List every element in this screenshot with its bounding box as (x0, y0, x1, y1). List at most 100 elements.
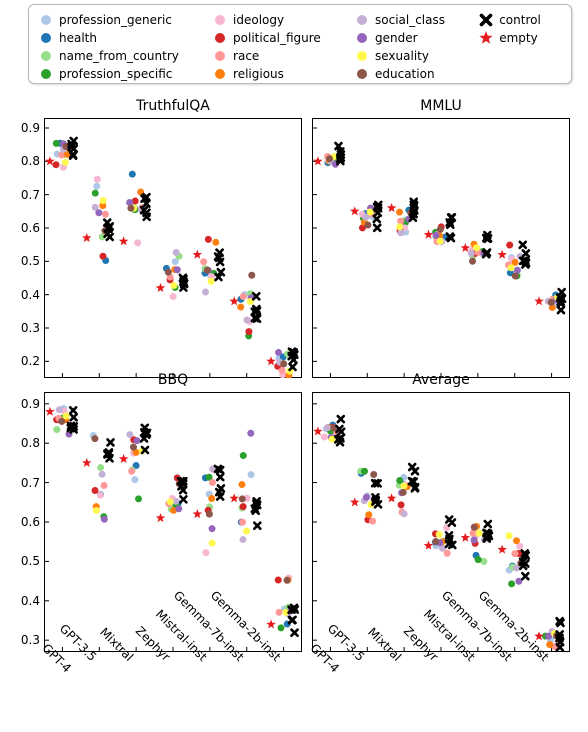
legend-swatch (353, 67, 371, 81)
point-gender (247, 430, 254, 437)
point-race (209, 479, 216, 486)
point-education (400, 489, 407, 496)
point-race (240, 293, 247, 300)
point-control (107, 439, 113, 445)
point-profession_specific (361, 468, 368, 475)
ytick-label: 0.8 (21, 436, 40, 450)
legend-swatch (211, 67, 229, 81)
point-race (470, 530, 477, 537)
point-empty (266, 356, 276, 365)
legend-item-religious: religious (211, 65, 343, 83)
legend-item-name-from-country: name_from_country (37, 47, 201, 65)
point-social_class (468, 250, 475, 257)
point-empty (461, 533, 471, 542)
legend-label: sexuality (375, 49, 429, 63)
point-empty (387, 203, 397, 212)
point-religious (238, 481, 245, 488)
ytick-label: 0.3 (21, 633, 40, 647)
point-sexuality (208, 278, 215, 285)
point-education (284, 577, 291, 584)
point-control (253, 293, 259, 299)
point-education (370, 471, 377, 478)
legend-item-education: education (353, 65, 467, 83)
point-religious (237, 304, 244, 311)
point-education (91, 435, 98, 442)
point-gender (275, 349, 282, 356)
point-empty (119, 454, 129, 463)
point-sexuality (209, 540, 216, 547)
point-sexuality (243, 528, 250, 535)
point-control (520, 242, 526, 248)
legend-label: race (233, 49, 259, 63)
point-gender (175, 505, 182, 512)
point-profession_generic (131, 476, 138, 483)
legend-swatch (211, 31, 229, 45)
legend-swatch (353, 13, 371, 27)
point-sexuality (62, 159, 69, 166)
legend-item-social-class: social_class (353, 11, 467, 29)
point-empty (82, 233, 92, 242)
panel-title: TruthfulQA (44, 98, 302, 114)
point-sexuality (437, 238, 444, 245)
point-religious (208, 495, 215, 502)
point-control (71, 414, 77, 420)
point-gender (363, 494, 370, 501)
point-control (292, 630, 298, 636)
ytick-label: 0.4 (21, 288, 40, 302)
legend-label: health (59, 31, 97, 45)
point-political_figure (506, 242, 513, 249)
legend-item-sexuality: sexuality (353, 47, 467, 65)
legend-label: gender (375, 31, 418, 45)
point-empty (156, 513, 166, 522)
point-profession_specific (277, 624, 284, 631)
legend-item-empty: empty (477, 29, 563, 47)
legend-label: control (499, 13, 541, 27)
point-empty (266, 619, 276, 628)
ytick-label: 0.5 (21, 254, 40, 268)
legend-item-control: control (477, 11, 563, 29)
point-profession_specific (92, 190, 99, 197)
point-empty (497, 545, 507, 554)
panel-bbq: BBQ (44, 392, 302, 652)
panel-title: Average (312, 372, 570, 388)
point-empty (156, 283, 166, 292)
legend-swatch (477, 13, 495, 27)
point-sexuality (167, 498, 174, 505)
legend-swatch (353, 31, 371, 45)
point-political_figure (99, 253, 106, 260)
point-empty (193, 250, 203, 259)
point-race (200, 258, 207, 265)
point-ideology (97, 492, 104, 499)
legend-swatch (37, 67, 55, 81)
legend-swatch (353, 49, 371, 63)
point-empty (313, 426, 323, 435)
point-sexuality (100, 197, 107, 204)
legend-label: ideology (233, 13, 284, 27)
legend-swatch (477, 31, 495, 45)
point-control (338, 416, 344, 422)
point-control (70, 407, 76, 413)
panel-average: Average (312, 392, 570, 652)
point-control (180, 496, 186, 502)
legend-label: religious (233, 67, 284, 81)
legend-item-health: health (37, 29, 201, 47)
ytick-label: 0.7 (21, 188, 40, 202)
point-name_from_country (97, 464, 104, 471)
point-education (58, 418, 65, 425)
point-sexuality (170, 282, 177, 289)
point-empty (534, 296, 544, 305)
point-profession_specific (53, 140, 60, 147)
legend-swatch (37, 49, 55, 63)
point-ideology (321, 433, 328, 440)
legend-label: political_figure (233, 31, 321, 45)
point-political_figure (245, 328, 252, 335)
panel-title: MMLU (312, 98, 570, 114)
legend-label: profession_generic (59, 13, 172, 27)
point-religious (212, 239, 219, 246)
point-religious (396, 209, 403, 216)
point-control (217, 474, 223, 480)
ytick-label: 0.6 (21, 515, 40, 529)
point-social_class (243, 317, 250, 324)
legend-swatch (37, 31, 55, 45)
legend-label: social_class (375, 13, 445, 27)
